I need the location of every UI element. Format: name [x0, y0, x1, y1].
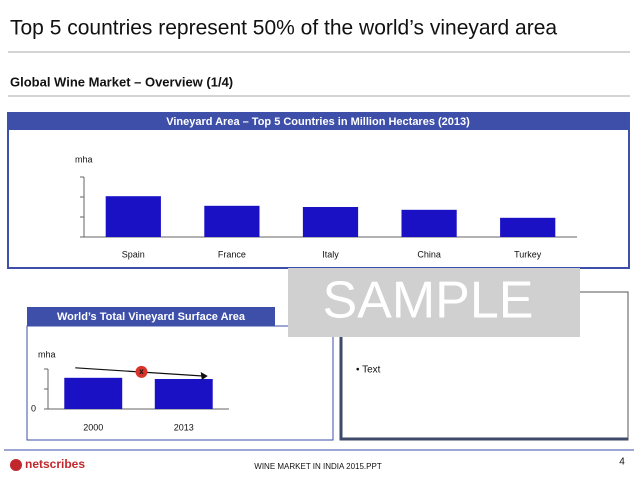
x-tick-label: China: [417, 249, 441, 259]
top-panel-header: [8, 113, 629, 130]
bar: [64, 377, 123, 409]
x-tick-label: 2000: [83, 422, 103, 432]
bar: [204, 205, 260, 237]
annotation: x: [139, 367, 144, 376]
bar: [154, 379, 213, 409]
x-tick-label: France: [218, 249, 246, 259]
page-number: 4: [619, 457, 625, 468]
y-axis-label: mha: [75, 154, 93, 164]
annotation-badge: [135, 365, 148, 378]
watermark: SAMPLE: [323, 272, 534, 330]
bottom-panel-header: [27, 307, 275, 326]
logo-icon: [10, 459, 22, 471]
subtitle: Global Wine Market – Overview (1/4): [10, 74, 233, 89]
arrow-head: [200, 372, 208, 380]
y-tick-label: 0: [31, 403, 36, 413]
x-tick-label: Turkey: [514, 249, 542, 259]
bar: [500, 217, 556, 237]
y-axis-label: mha: [38, 349, 56, 359]
bar: [401, 209, 457, 237]
x-tick-label: Italy: [322, 249, 339, 259]
bullet-text: • Text: [356, 365, 381, 376]
x-tick-label: Spain: [122, 249, 145, 259]
logo: netscribes: [25, 457, 85, 471]
slide-title: Top 5 countries represent 50% of the wor…: [10, 17, 557, 40]
watermark-box: [288, 268, 580, 337]
chart-title: Vineyard Area – Top 5 Countries in Milli…: [166, 116, 470, 128]
x-tick-label: 2013: [174, 422, 194, 432]
chart-title: World’s Total Vineyard Surface Area: [57, 311, 246, 323]
footer-file: WINE MARKET IN INDIA 2015.PPT: [254, 462, 382, 471]
bar: [302, 207, 359, 237]
bar: [105, 196, 161, 237]
